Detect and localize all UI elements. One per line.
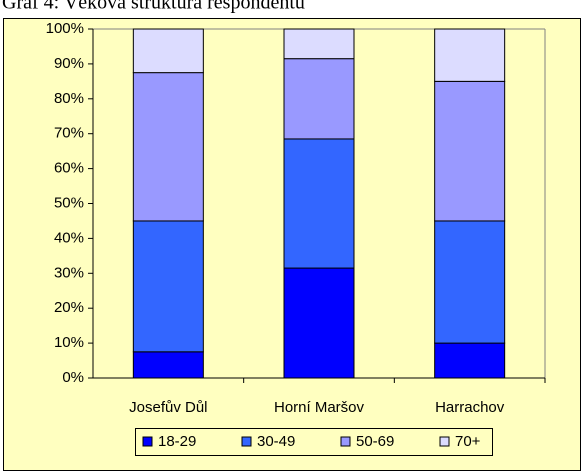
chart-title: Graf 4: Věková struktura respondentů bbox=[2, 0, 305, 14]
bar-segment bbox=[132, 220, 204, 353]
bar-segment bbox=[434, 28, 506, 82]
legend-swatch bbox=[439, 436, 450, 447]
y-tick-label: 100% bbox=[46, 20, 84, 37]
bar-segment bbox=[434, 220, 506, 344]
legend-swatch bbox=[241, 436, 252, 447]
y-tick-label: 90% bbox=[54, 55, 84, 72]
y-tick-label: 0% bbox=[62, 369, 84, 386]
y-tick-label: 70% bbox=[54, 125, 84, 142]
legend-swatch bbox=[142, 436, 153, 447]
y-tick-label: 60% bbox=[54, 160, 84, 177]
bar-segment bbox=[434, 80, 506, 222]
bar-segment bbox=[283, 138, 355, 269]
legend-swatch bbox=[340, 436, 351, 447]
x-tick-label: Josefův Důl bbox=[129, 399, 207, 416]
legend-label: 50-69 bbox=[356, 433, 394, 450]
legend-box bbox=[135, 428, 493, 456]
bar-segment bbox=[283, 58, 355, 140]
y-tick-label: 10% bbox=[54, 334, 84, 351]
bar-segment bbox=[132, 351, 204, 379]
y-tick-label: 30% bbox=[54, 264, 84, 281]
y-tick-label: 40% bbox=[54, 229, 84, 246]
legend-label: 70+ bbox=[455, 433, 481, 450]
bar-segment bbox=[283, 28, 355, 60]
y-tick-label: 80% bbox=[54, 90, 84, 107]
x-tick-label: Harrachov bbox=[435, 399, 505, 416]
legend-label: 30-49 bbox=[257, 433, 295, 450]
bar-segment bbox=[132, 28, 204, 74]
x-tick-label: Horní Maršov bbox=[274, 399, 365, 416]
y-tick-label: 20% bbox=[54, 299, 84, 316]
y-tick-label: 50% bbox=[54, 194, 84, 211]
bar-segment bbox=[283, 267, 355, 379]
legend-label: 18-29 bbox=[158, 433, 196, 450]
bar-segment bbox=[434, 342, 506, 379]
bar-segment bbox=[132, 72, 204, 222]
